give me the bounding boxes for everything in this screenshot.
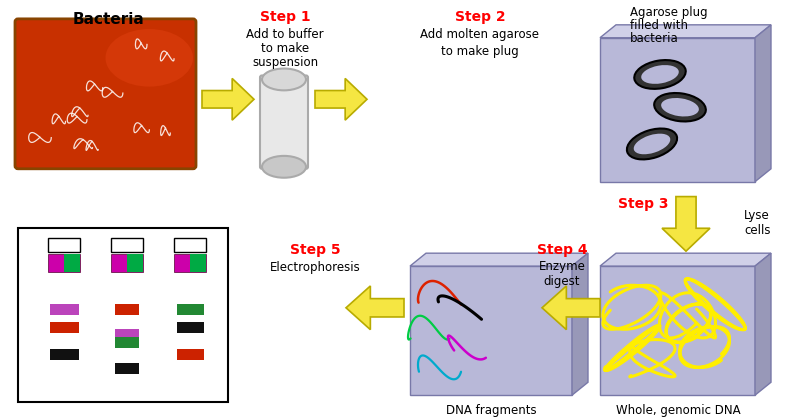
Text: Agarose plug: Agarose plug [630, 6, 708, 19]
FancyBboxPatch shape [174, 254, 206, 272]
FancyBboxPatch shape [115, 304, 139, 315]
Polygon shape [572, 253, 588, 395]
FancyBboxPatch shape [174, 238, 206, 252]
Ellipse shape [262, 68, 306, 90]
Text: Lyse
cells: Lyse cells [744, 208, 770, 236]
Polygon shape [346, 286, 404, 330]
Polygon shape [600, 266, 755, 395]
FancyBboxPatch shape [50, 304, 78, 315]
FancyBboxPatch shape [260, 76, 308, 169]
FancyBboxPatch shape [48, 254, 80, 272]
Text: Step 1: Step 1 [260, 10, 310, 24]
Text: suspension: suspension [252, 55, 318, 68]
Polygon shape [315, 79, 367, 120]
Ellipse shape [642, 65, 678, 84]
FancyBboxPatch shape [115, 363, 139, 374]
Ellipse shape [634, 134, 670, 154]
FancyBboxPatch shape [50, 349, 78, 360]
FancyBboxPatch shape [18, 228, 228, 402]
Polygon shape [600, 25, 771, 38]
Polygon shape [542, 286, 600, 330]
FancyBboxPatch shape [127, 254, 143, 272]
Polygon shape [202, 79, 254, 120]
Polygon shape [410, 253, 588, 266]
FancyBboxPatch shape [64, 254, 80, 272]
Text: Add to buffer: Add to buffer [246, 28, 324, 41]
Polygon shape [755, 253, 771, 395]
Polygon shape [662, 197, 710, 251]
Text: Bacteria: Bacteria [72, 12, 144, 27]
FancyBboxPatch shape [50, 322, 78, 333]
Ellipse shape [106, 29, 193, 87]
Polygon shape [410, 266, 572, 395]
FancyBboxPatch shape [48, 238, 80, 252]
Text: Step 5: Step 5 [290, 243, 340, 257]
Text: to make plug: to make plug [441, 45, 519, 58]
Ellipse shape [262, 156, 306, 178]
FancyBboxPatch shape [115, 337, 139, 348]
Text: Electrophoresis: Electrophoresis [270, 261, 360, 274]
Ellipse shape [634, 60, 686, 89]
Text: Whole, genomic DNA: Whole, genomic DNA [616, 404, 740, 417]
Text: DNA fragments: DNA fragments [446, 404, 536, 417]
Text: Enzyme
digest: Enzyme digest [538, 260, 586, 288]
FancyBboxPatch shape [115, 329, 139, 340]
FancyBboxPatch shape [111, 238, 143, 252]
FancyBboxPatch shape [111, 254, 143, 272]
Text: Step 2: Step 2 [454, 10, 506, 24]
Ellipse shape [661, 98, 699, 116]
Text: Step 4: Step 4 [537, 243, 587, 257]
Ellipse shape [654, 93, 706, 121]
FancyBboxPatch shape [177, 304, 204, 315]
Text: filled with: filled with [630, 19, 688, 32]
FancyBboxPatch shape [190, 254, 206, 272]
Polygon shape [755, 25, 771, 182]
Polygon shape [600, 38, 755, 182]
FancyBboxPatch shape [15, 19, 196, 169]
FancyBboxPatch shape [177, 322, 204, 333]
Ellipse shape [627, 129, 677, 160]
Text: to make: to make [261, 42, 309, 55]
Text: bacteria: bacteria [630, 32, 678, 45]
Polygon shape [600, 253, 771, 266]
Text: Step 3: Step 3 [618, 197, 668, 210]
FancyBboxPatch shape [177, 349, 204, 360]
Text: Add molten agarose: Add molten agarose [421, 28, 539, 41]
